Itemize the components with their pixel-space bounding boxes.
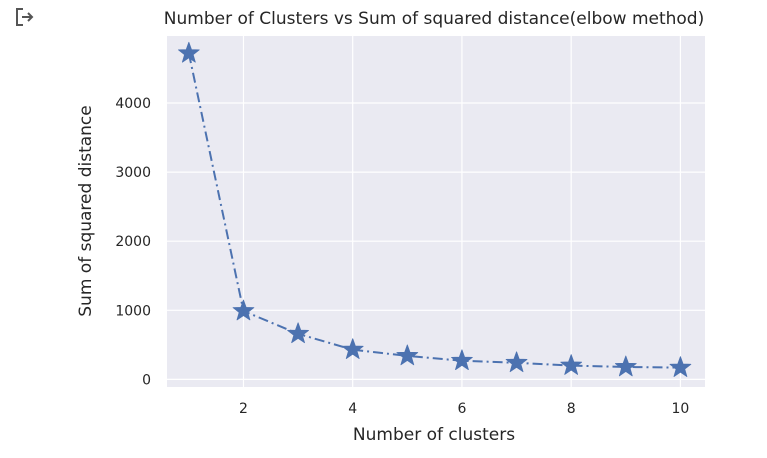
grid-lines — [167, 36, 705, 387]
series-line-0 — [187, 53, 681, 369]
data-point-5 — [396, 344, 419, 366]
y-axis-label: Sum of squared distance — [76, 105, 96, 316]
y-tick-label-2: 2000 — [115, 234, 151, 250]
data-point-10 — [669, 356, 692, 377]
y-tick-label-3: 3000 — [115, 165, 151, 181]
x-tick-label-0: 2 — [239, 401, 248, 417]
x-tick-label-2: 6 — [457, 401, 466, 417]
data-point-6 — [451, 349, 473, 371]
y-tick-labels: 0 1000 2000 3000 4000 — [115, 96, 151, 388]
series-layer — [177, 41, 692, 377]
data-point-9 — [614, 355, 637, 377]
x-axis-label: Number of clusters — [353, 425, 515, 445]
x-tick-label-4: 10 — [672, 401, 690, 417]
y-tick-label-4: 4000 — [115, 96, 151, 112]
x-tick-labels: 2 4 6 8 10 — [239, 401, 689, 417]
output-arrow-icon[interactable] — [14, 6, 36, 28]
data-point-3 — [287, 322, 309, 344]
chart-title: Number of Clusters vs Sum of squared dis… — [164, 9, 704, 29]
y-tick-label-1: 1000 — [115, 303, 151, 319]
x-tick-label-1: 4 — [348, 401, 357, 417]
data-point-2 — [232, 299, 255, 321]
data-point-4 — [341, 338, 364, 359]
data-point-8 — [560, 354, 583, 375]
x-tick-label-3: 8 — [567, 401, 576, 417]
data-point-1 — [177, 41, 200, 63]
data-point-7 — [505, 351, 528, 373]
y-tick-label-0: 0 — [142, 372, 151, 388]
plot-area — [167, 36, 705, 387]
